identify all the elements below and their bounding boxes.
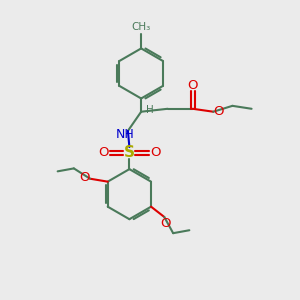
Text: O: O	[98, 146, 109, 159]
Text: O: O	[79, 171, 89, 184]
Text: H: H	[146, 105, 154, 115]
Text: O: O	[188, 79, 198, 92]
Text: O: O	[150, 146, 160, 159]
Text: O: O	[213, 105, 224, 118]
Text: S: S	[124, 146, 135, 160]
Text: NH: NH	[116, 128, 134, 141]
Text: CH₃: CH₃	[131, 22, 151, 32]
Text: O: O	[160, 217, 171, 230]
